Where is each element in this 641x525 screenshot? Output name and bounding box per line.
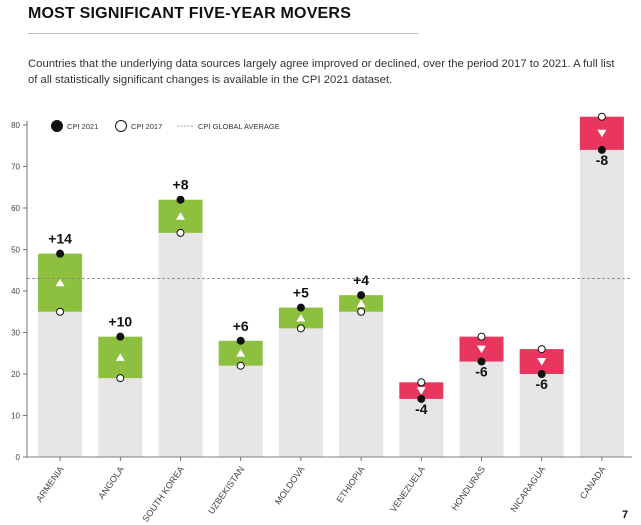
triangle-down-icon [537, 358, 547, 366]
triangle-down-icon [416, 387, 426, 395]
y-tick-label: 0 [16, 453, 21, 462]
base-bar [519, 374, 564, 457]
cpi-2017-dot [477, 332, 486, 341]
category-label: VENEZUELA [388, 464, 427, 514]
change-label: +4 [353, 272, 369, 288]
cpi-2021-dot [296, 303, 305, 312]
base-bar [38, 311, 83, 457]
triangle-up-icon [176, 212, 185, 220]
base-bar [218, 365, 263, 457]
y-tick-label: 80 [11, 121, 20, 130]
category-label: SOUTH KOREA [140, 464, 186, 523]
cpi-2017-dot [236, 361, 245, 370]
base-bar [98, 378, 143, 457]
triangle-up-icon [296, 313, 306, 322]
change-label: -8 [596, 152, 609, 168]
change-label: +8 [173, 177, 189, 193]
legend-2017-dot [115, 120, 127, 132]
cpi-2017-dot [357, 307, 366, 316]
legend-average-label: CPI GLOBAL AVERAGE [198, 122, 280, 131]
y-tick-label: 20 [11, 370, 20, 379]
base-bar [459, 361, 504, 457]
cpi-2017-dot [56, 307, 65, 316]
change-label: -6 [475, 364, 488, 380]
cpi-2021-dot [116, 332, 125, 341]
category-label: ETHIOPIA [334, 464, 366, 504]
cpi-2021-dot [236, 336, 245, 345]
cpi-2017-dot [417, 378, 426, 387]
triangle-down-icon [597, 129, 607, 138]
change-label: +5 [293, 285, 309, 301]
cpi-2021-dot [597, 145, 606, 154]
cpi-2021-dot [417, 394, 426, 403]
base-bar [158, 232, 203, 457]
triangle-up-icon [236, 349, 246, 357]
base-bar [579, 149, 624, 457]
triangle-down-icon [477, 345, 486, 354]
change-label: -4 [415, 401, 428, 417]
y-tick-label: 30 [11, 329, 20, 338]
category-label: NICARAGUA [508, 464, 547, 514]
legend-2021-dot [51, 120, 63, 132]
y-tick-label: 60 [11, 204, 20, 213]
category-label: UZBEKISTAN [206, 464, 246, 515]
title-divider [28, 33, 418, 34]
cpi-2021-dot [56, 249, 65, 258]
cpi-2021-dot [477, 357, 486, 366]
legend-2021-label: CPI 2021 [67, 122, 98, 131]
change-label: +6 [233, 318, 249, 334]
triangle-up-icon [356, 299, 366, 307]
triangle-up-icon [115, 353, 125, 361]
cpi-2017-dot [537, 345, 546, 354]
y-tick-label: 70 [11, 163, 20, 172]
y-tick-label: 50 [11, 246, 20, 255]
category-label: ARMENIA [34, 464, 66, 503]
chart-subtitle: Countries that the underlying data sourc… [28, 58, 615, 86]
cpi-2017-dot [176, 228, 185, 237]
base-bar [278, 328, 323, 457]
cpi-2021-dot [357, 291, 366, 300]
y-tick-label: 10 [11, 412, 20, 421]
legend-2017-label: CPI 2017 [131, 122, 162, 131]
change-label: +10 [108, 314, 132, 330]
category-label: CANADA [578, 464, 608, 500]
cpi-2017-dot [116, 374, 125, 383]
cpi-2021-dot [176, 195, 185, 204]
category-label: ANGOLA [96, 464, 126, 500]
base-bar [399, 398, 444, 457]
page-title: MOST SIGNIFICANT FIVE-YEAR MOVERS [28, 5, 352, 22]
cpi-2017-dot [296, 324, 305, 333]
cpi-2021-dot [537, 370, 546, 378]
base-bar [339, 311, 384, 457]
change-label: -6 [535, 376, 548, 392]
triangle-up-icon [55, 278, 65, 287]
y-tick-label: 40 [11, 287, 20, 296]
page-number: 7 [622, 509, 629, 521]
cpi-2017-dot [597, 112, 606, 121]
category-label: HONDURAS [449, 464, 487, 512]
category-label: MOLDOVA [273, 464, 307, 506]
change-label: +14 [48, 231, 72, 247]
